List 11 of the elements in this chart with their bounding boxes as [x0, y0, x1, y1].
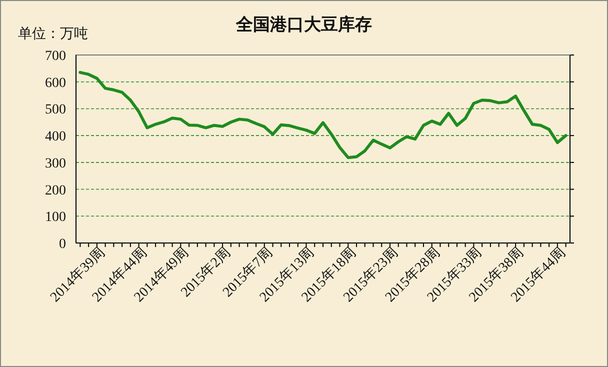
y-tick-label: 600	[45, 76, 66, 91]
y-tick-label: 500	[45, 102, 66, 118]
y-tick-label: 300	[45, 156, 66, 172]
y-tick-label: 400	[45, 130, 66, 145]
y-tick-label: 200	[45, 183, 66, 198]
y-tick-label: 100	[45, 210, 66, 226]
y-axis-title: 单位：万吨	[18, 26, 88, 42]
line-series	[78, 70, 568, 160]
y-tick-label: 700	[45, 49, 66, 64]
chart-title: 全国港口大豆库存	[235, 15, 372, 34]
y-tick-label: 0	[59, 237, 66, 252]
